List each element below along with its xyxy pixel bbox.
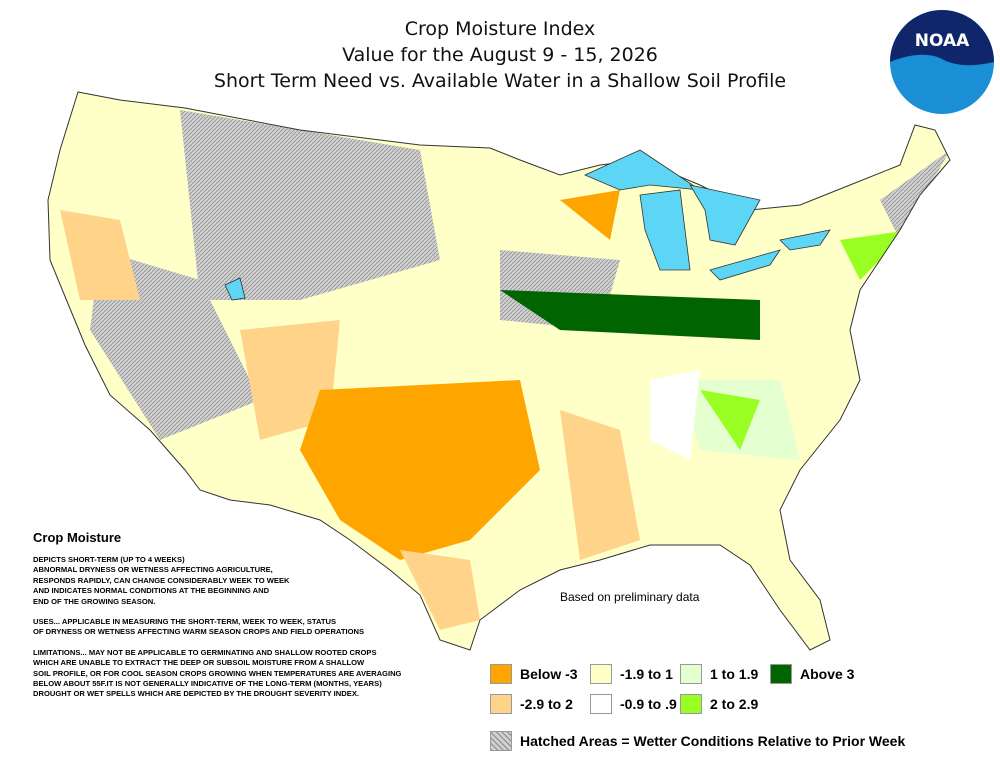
notes-line: BELOW ABOUT 55F.IT IS NOT GENERALLY INDI… (33, 679, 382, 689)
notes-line: SOIL PROFILE, OR FOR COOL SEASON CROPS G… (33, 668, 402, 678)
legend-label: -2.9 to 2 (520, 696, 573, 712)
legend-hatched: Hatched Areas = Wetter Conditions Relati… (490, 731, 905, 751)
legend-swatch (680, 694, 702, 714)
notes: Crop Moisture DEPICTS SHORT-TERM (UP TO … (33, 530, 473, 710)
legend-item: -0.9 to .9 (590, 694, 677, 714)
legend-item: 2 to 2.9 (680, 694, 758, 714)
legend-item: Below -3 (490, 664, 578, 684)
notes-heading: Crop Moisture (33, 530, 122, 545)
legend-swatch (590, 664, 612, 684)
legend-item: 1 to 1.9 (680, 664, 758, 684)
legend-swatch (490, 664, 512, 684)
notes-line: WHICH ARE UNABLE TO EXTRACT THE DEEP OR … (33, 658, 365, 668)
title-line: Value for the August 9 - 15, 2026 (342, 44, 658, 66)
legend-swatch (680, 664, 702, 684)
title-line: Crop Moisture Index (404, 18, 596, 40)
notes-line: LIMITATIONS... MAY NOT BE APPLICABLE TO … (33, 647, 377, 657)
map-note: Based on preliminary data (560, 590, 700, 604)
legend-label: Hatched Areas = Wetter Conditions Relati… (520, 733, 906, 749)
legend-swatch (770, 664, 792, 684)
legend-swatch (490, 694, 512, 714)
notes-line: ABNORMAL DRYNESS OR WETNESS AFFECTING AG… (33, 565, 273, 575)
legend-swatch (590, 694, 612, 714)
notes-paragraph: LIMITATIONS... MAY NOT BE APPLICABLE TO … (33, 648, 473, 700)
legend-item: -2.9 to 2 (490, 694, 573, 714)
legend-item: -1.9 to 1 (590, 664, 673, 684)
lakes (224, 149, 831, 301)
notes-line: END OF THE GROWING SEASON. (33, 596, 156, 606)
legend-label: Above 3 (800, 666, 855, 682)
notes-paragraph: DEPICTS SHORT-TERM (UP TO 4 WEEKS) ABNORM… (33, 555, 473, 607)
legend-label: 2 to 2.9 (710, 696, 759, 712)
notes-line: OF DRYNESS OR WETNESS AFFECTING WARM SEA… (33, 627, 365, 637)
legend-item: Above 3 (770, 664, 854, 684)
notes-line: RESPONDS RAPIDLY, CAN CHANGE CONSIDERABL… (33, 575, 290, 585)
title-line: Short Term Need vs. Available Water in a… (213, 70, 787, 92)
legend-label: Below -3 (520, 666, 578, 682)
hatch-swatch (490, 731, 512, 751)
notes-line: AND INDICATES NORMAL CONDITIONS AT THE B… (33, 586, 270, 596)
noaa-logo: NOAA (890, 10, 994, 114)
notes-paragraph: USES... APPLICABLE IN MEASURING THE SHOR… (33, 617, 473, 638)
legend-label: -1.9 to 1 (620, 666, 673, 682)
legend-label: 1 to 1.9 (710, 666, 759, 682)
logo-text: NOAA (915, 31, 970, 51)
notes-line: DEPICTS SHORT-TERM (UP TO 4 WEEKS) (33, 555, 185, 564)
legend-label: -0.9 to .9 (620, 696, 677, 712)
notes-line: USES... APPLICABLE IN MEASURING THE SHOR… (33, 617, 337, 627)
notes-line: DROUGHT OR WET SPELLS WHICH ARE DEPICTED… (33, 689, 359, 699)
